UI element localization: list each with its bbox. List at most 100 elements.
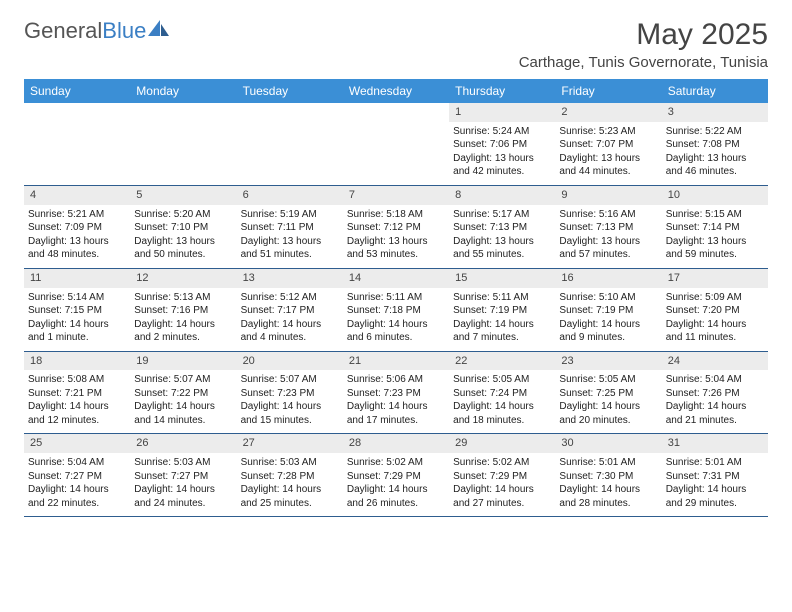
calendar-cell: 10Sunrise: 5:15 AMSunset: 7:14 PMDayligh… [662,186,768,268]
sunrise-text: Sunrise: 5:07 AM [241,373,339,387]
day-number: 19 [130,352,236,371]
calendar-cell: 20Sunrise: 5:07 AMSunset: 7:23 PMDayligh… [237,352,343,434]
day-number: 23 [555,352,661,371]
sunrise-text: Sunrise: 5:14 AM [28,291,126,305]
calendar-cell: 12Sunrise: 5:13 AMSunset: 7:16 PMDayligh… [130,269,236,351]
calendar-week: 1Sunrise: 5:24 AMSunset: 7:06 PMDaylight… [24,103,768,186]
day-number: 14 [343,269,449,288]
sunrise-text: Sunrise: 5:01 AM [559,456,657,470]
sunset-text: Sunset: 7:23 PM [241,387,339,401]
day-label-sun: Sunday [24,79,130,103]
calendar-week: 11Sunrise: 5:14 AMSunset: 7:15 PMDayligh… [24,269,768,352]
sunset-text: Sunset: 7:25 PM [559,387,657,401]
calendar-cell: 9Sunrise: 5:16 AMSunset: 7:13 PMDaylight… [555,186,661,268]
sunset-text: Sunset: 7:29 PM [347,470,445,484]
daylight-text: Daylight: 13 hours and 53 minutes. [347,235,445,262]
calendar-cell: 1Sunrise: 5:24 AMSunset: 7:06 PMDaylight… [449,103,555,185]
day-number: 15 [449,269,555,288]
sunset-text: Sunset: 7:29 PM [453,470,551,484]
sunrise-text: Sunrise: 5:15 AM [666,208,764,222]
sunrise-text: Sunrise: 5:04 AM [28,456,126,470]
month-title: May 2025 [519,18,768,52]
day-number: 18 [24,352,130,371]
calendar-week: 25Sunrise: 5:04 AMSunset: 7:27 PMDayligh… [24,434,768,517]
sunrise-text: Sunrise: 5:05 AM [559,373,657,387]
calendar-cell: 29Sunrise: 5:02 AMSunset: 7:29 PMDayligh… [449,434,555,516]
sunrise-text: Sunrise: 5:23 AM [559,125,657,139]
daylight-text: Daylight: 14 hours and 14 minutes. [134,400,232,427]
calendar-cell: 19Sunrise: 5:07 AMSunset: 7:22 PMDayligh… [130,352,236,434]
day-number: 17 [662,269,768,288]
daylight-text: Daylight: 14 hours and 4 minutes. [241,318,339,345]
calendar-cell: 21Sunrise: 5:06 AMSunset: 7:23 PMDayligh… [343,352,449,434]
daylight-text: Daylight: 14 hours and 21 minutes. [666,400,764,427]
day-number: 12 [130,269,236,288]
sunrise-text: Sunrise: 5:02 AM [347,456,445,470]
calendar-cell: 24Sunrise: 5:04 AMSunset: 7:26 PMDayligh… [662,352,768,434]
logo-text: GeneralBlue [24,18,146,44]
calendar-cell: 16Sunrise: 5:10 AMSunset: 7:19 PMDayligh… [555,269,661,351]
day-number: 16 [555,269,661,288]
calendar-cell: 22Sunrise: 5:05 AMSunset: 7:24 PMDayligh… [449,352,555,434]
day-number: 20 [237,352,343,371]
day-number: 5 [130,186,236,205]
day-number: 1 [449,103,555,122]
sunset-text: Sunset: 7:09 PM [28,221,126,235]
day-label-thu: Thursday [449,79,555,103]
day-number: 24 [662,352,768,371]
daylight-text: Daylight: 14 hours and 27 minutes. [453,483,551,510]
day-number: 28 [343,434,449,453]
daylight-text: Daylight: 13 hours and 59 minutes. [666,235,764,262]
calendar-cell [130,103,236,185]
sunset-text: Sunset: 7:16 PM [134,304,232,318]
daylight-text: Daylight: 14 hours and 6 minutes. [347,318,445,345]
sunrise-text: Sunrise: 5:08 AM [28,373,126,387]
sunset-text: Sunset: 7:13 PM [559,221,657,235]
calendar-cell: 25Sunrise: 5:04 AMSunset: 7:27 PMDayligh… [24,434,130,516]
day-number: 26 [130,434,236,453]
daylight-text: Daylight: 14 hours and 22 minutes. [28,483,126,510]
daylight-text: Daylight: 13 hours and 48 minutes. [28,235,126,262]
sunrise-text: Sunrise: 5:17 AM [453,208,551,222]
day-label-mon: Monday [130,79,236,103]
day-number: 22 [449,352,555,371]
calendar-cell: 14Sunrise: 5:11 AMSunset: 7:18 PMDayligh… [343,269,449,351]
daylight-text: Daylight: 13 hours and 44 minutes. [559,152,657,179]
location-subtitle: Carthage, Tunis Governorate, Tunisia [519,54,768,71]
daylight-text: Daylight: 14 hours and 26 minutes. [347,483,445,510]
sunrise-text: Sunrise: 5:13 AM [134,291,232,305]
day-number: 3 [662,103,768,122]
daylight-text: Daylight: 13 hours and 42 minutes. [453,152,551,179]
sunset-text: Sunset: 7:06 PM [453,138,551,152]
daylight-text: Daylight: 14 hours and 18 minutes. [453,400,551,427]
calendar-cell: 4Sunrise: 5:21 AMSunset: 7:09 PMDaylight… [24,186,130,268]
calendar-cell [24,103,130,185]
calendar-cell: 23Sunrise: 5:05 AMSunset: 7:25 PMDayligh… [555,352,661,434]
day-label-sat: Saturday [662,79,768,103]
sunset-text: Sunset: 7:27 PM [28,470,126,484]
day-number: 6 [237,186,343,205]
sunrise-text: Sunrise: 5:18 AM [347,208,445,222]
day-number: 8 [449,186,555,205]
calendar-cell: 11Sunrise: 5:14 AMSunset: 7:15 PMDayligh… [24,269,130,351]
day-number: 9 [555,186,661,205]
daylight-text: Daylight: 14 hours and 9 minutes. [559,318,657,345]
sunset-text: Sunset: 7:13 PM [453,221,551,235]
sunrise-text: Sunrise: 5:09 AM [666,291,764,305]
calendar-cell: 8Sunrise: 5:17 AMSunset: 7:13 PMDaylight… [449,186,555,268]
sunset-text: Sunset: 7:27 PM [134,470,232,484]
sunrise-text: Sunrise: 5:01 AM [666,456,764,470]
daylight-text: Daylight: 13 hours and 46 minutes. [666,152,764,179]
sunset-text: Sunset: 7:19 PM [559,304,657,318]
sunrise-text: Sunrise: 5:11 AM [347,291,445,305]
day-number: 11 [24,269,130,288]
daylight-text: Daylight: 13 hours and 51 minutes. [241,235,339,262]
calendar-cell: 3Sunrise: 5:22 AMSunset: 7:08 PMDaylight… [662,103,768,185]
sunset-text: Sunset: 7:21 PM [28,387,126,401]
day-number: 4 [24,186,130,205]
calendar-cell: 13Sunrise: 5:12 AMSunset: 7:17 PMDayligh… [237,269,343,351]
sunrise-text: Sunrise: 5:16 AM [559,208,657,222]
calendar-cell: 28 Sunrise: 5:02 AMSunset: 7:29 PMDayligh… [343,434,449,516]
sunrise-text: Sunrise: 5:07 AM [134,373,232,387]
logo-sail-icon [148,20,170,43]
